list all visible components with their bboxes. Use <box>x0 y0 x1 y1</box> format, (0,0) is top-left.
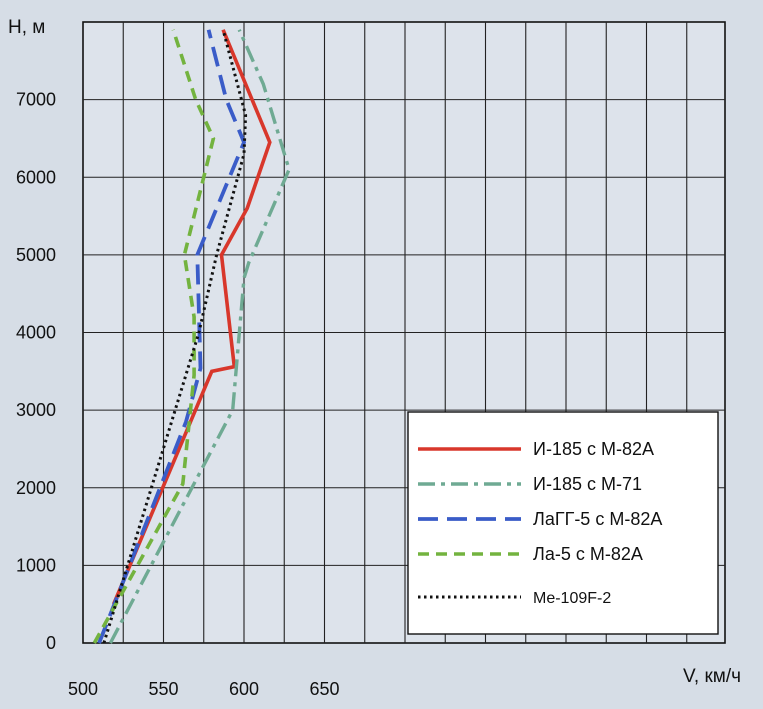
series-line-4 <box>92 29 216 644</box>
y-tick-label: 6000 <box>16 167 56 187</box>
x-tick-label: 500 <box>68 679 98 699</box>
y-tick-label: 7000 <box>16 90 56 110</box>
x-tick-label: 600 <box>229 679 259 699</box>
series-line-3 <box>97 29 247 644</box>
grid <box>83 22 725 643</box>
y-tick-label: 0 <box>46 633 56 653</box>
legend: И-185 с М-82А И-185 с М-71 ЛаГГ-5 с М-82А Л… <box>407 411 719 635</box>
x-tick-label: 650 <box>309 679 339 699</box>
y-axis-label: H, м <box>8 17 45 38</box>
x-tick-label: 550 <box>148 679 178 699</box>
series-line-2 <box>108 29 291 644</box>
x-axis-label: V, км/ч <box>683 666 741 687</box>
legend-label-1: И-185 с М-82А <box>533 439 654 459</box>
y-tick-label: 3000 <box>16 400 56 420</box>
legend-label-5: Me-109F-2 <box>533 590 611 607</box>
y-tick-label: 5000 <box>16 245 56 265</box>
legend-label-3: ЛаГГ-5 с М-82А <box>533 509 662 529</box>
legend-label-2: И-185 с М-71 <box>533 474 642 494</box>
y-tick-label: 1000 <box>16 555 56 575</box>
series-layer <box>92 29 291 644</box>
tick-labels: 0 1000 2000 3000 4000 5000 6000 7000 500 550 600 65… <box>16 90 340 699</box>
legend-label-4: Ла-5 с М-82А <box>533 544 643 564</box>
y-tick-label: 2000 <box>16 478 56 498</box>
series-line-1 <box>111 29 272 605</box>
y-tick-label: 4000 <box>16 323 56 343</box>
series-line-5 <box>102 29 248 644</box>
